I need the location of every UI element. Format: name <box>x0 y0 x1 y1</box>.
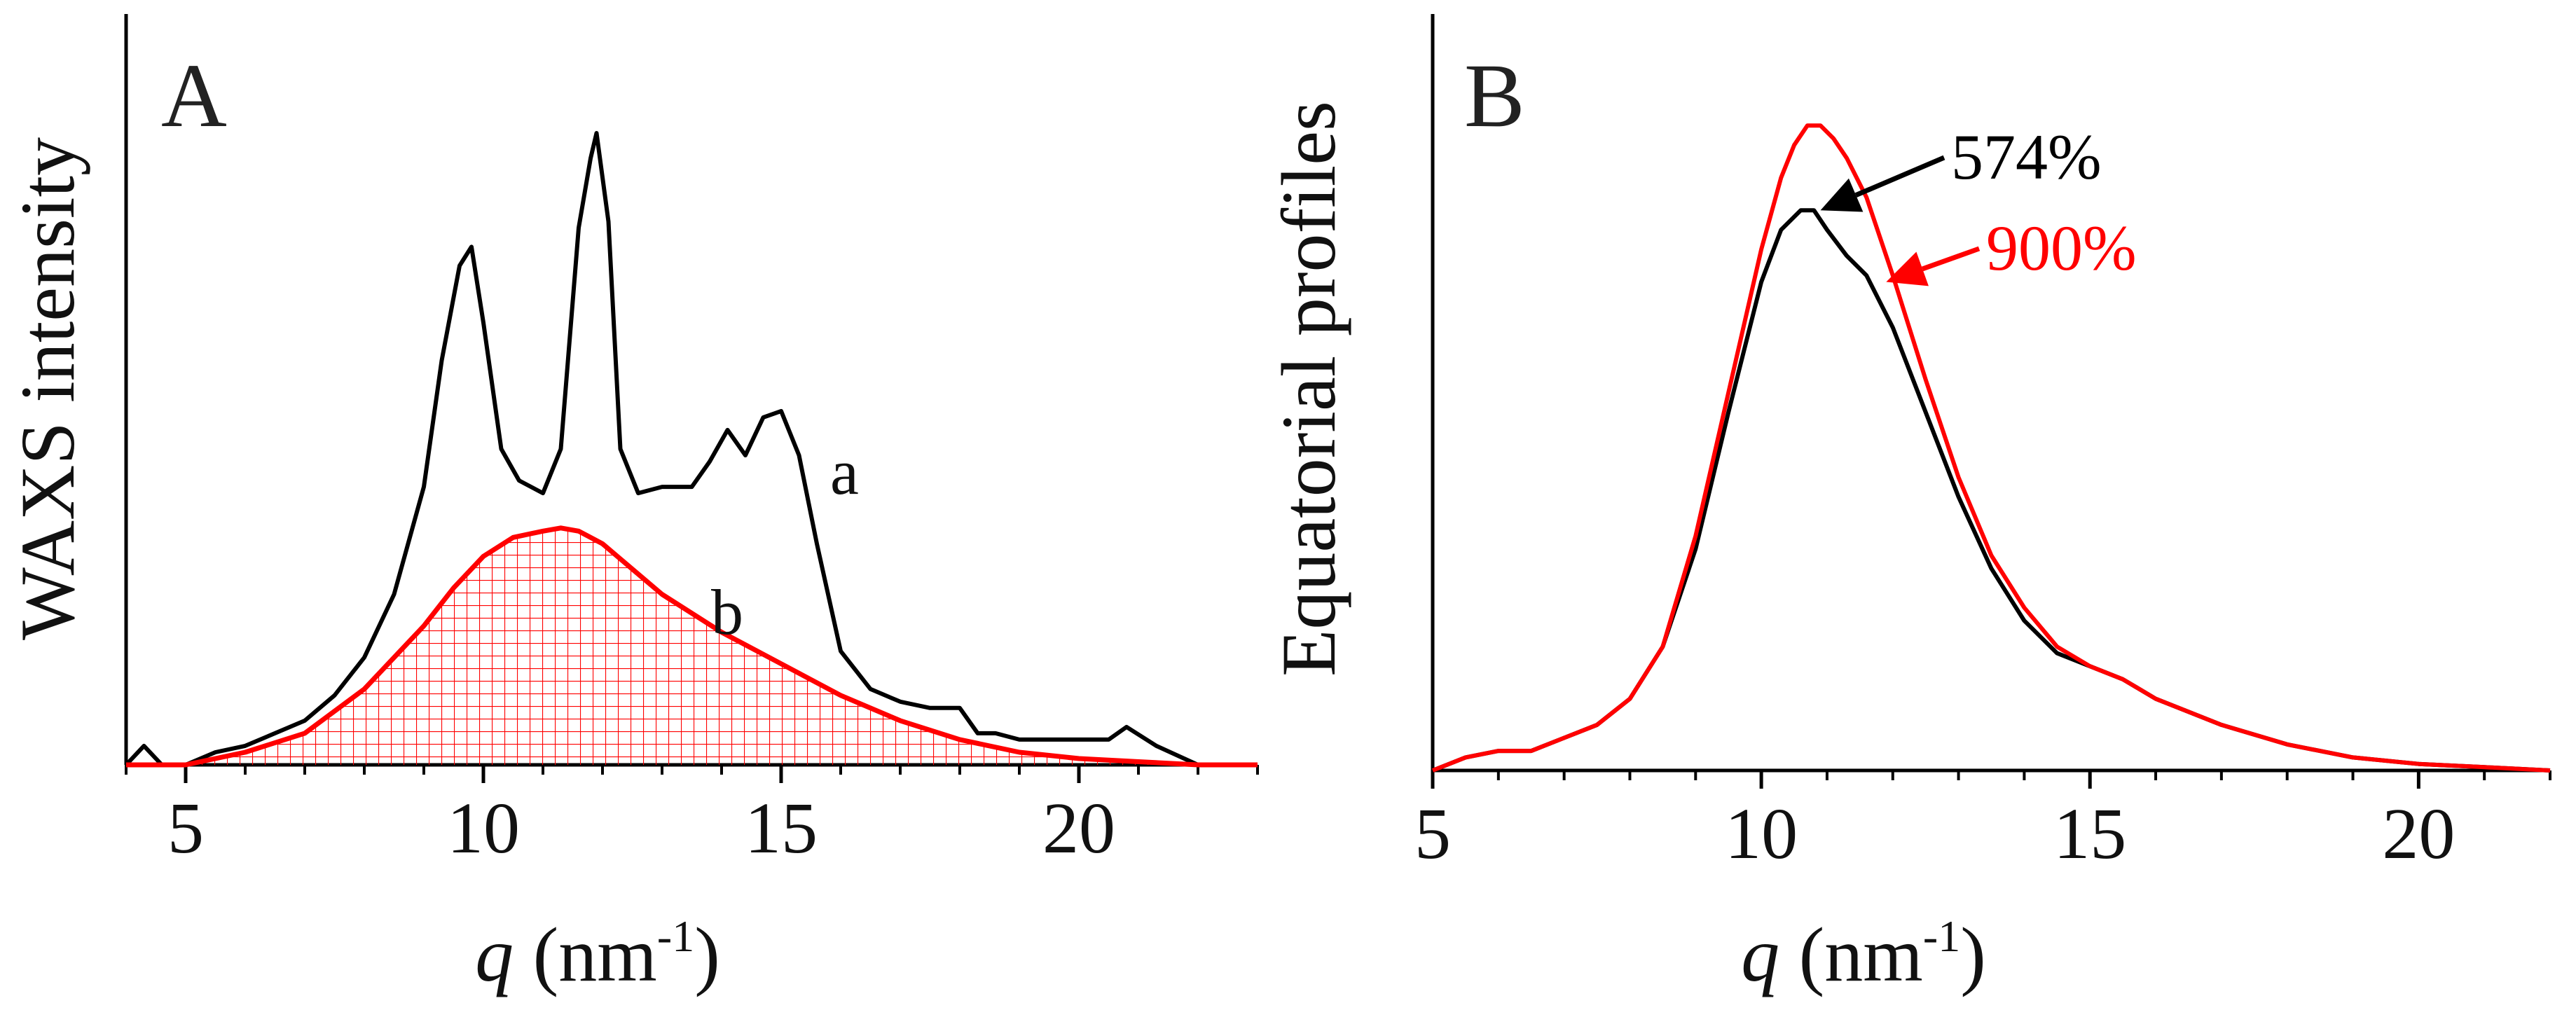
series-line-a <box>124 131 1258 767</box>
annotation-arrow-line <box>1854 155 1945 198</box>
panel-b-xlabel: q (nm-1) <box>1741 911 1986 997</box>
panel-a-ylabel: WAXS intensity <box>5 137 90 640</box>
panel-a-chart: A WAXS intensity q (nm-1) 5 10 15 20 a b <box>5 14 1259 997</box>
series-label-b: b <box>711 576 743 648</box>
series-line-574pct <box>1431 208 2551 773</box>
panel-a-tick-label: 15 <box>745 788 818 869</box>
annotation-arrow-head <box>1886 251 1929 286</box>
panel-b-tick-label: 5 <box>1414 794 1451 874</box>
panel-b-letter: B <box>1464 46 1525 146</box>
series-b-fill <box>126 527 1258 765</box>
panel-b-tick-label: 10 <box>1725 794 1798 874</box>
panel-b-chart: B Equatorial profiles q (nm-1) 5 10 15 20 57… <box>1266 14 2551 997</box>
annotation-label: 900% <box>1986 212 2137 284</box>
panel-b-tick-label: 20 <box>2382 794 2455 874</box>
panel-b-ylabel: Equatorial profiles <box>1266 101 1351 677</box>
series-line-b <box>126 525 1258 768</box>
annotation-arrow-line <box>1921 246 1981 272</box>
series-line-900pct <box>1431 123 2551 773</box>
annotation-arrow-head <box>1820 178 1864 212</box>
panel-a-tick-label: 5 <box>167 788 204 869</box>
panel-a-tick-label: 10 <box>447 788 520 869</box>
series-label-a: a <box>830 436 859 508</box>
panel-a-letter: A <box>161 46 227 146</box>
panel-a-tick-label: 20 <box>1042 788 1115 869</box>
panel-a-xlabel: q (nm-1) <box>475 911 720 997</box>
panel-b-tick-label: 15 <box>2053 794 2126 874</box>
annotation-label: 574% <box>1951 121 2102 193</box>
